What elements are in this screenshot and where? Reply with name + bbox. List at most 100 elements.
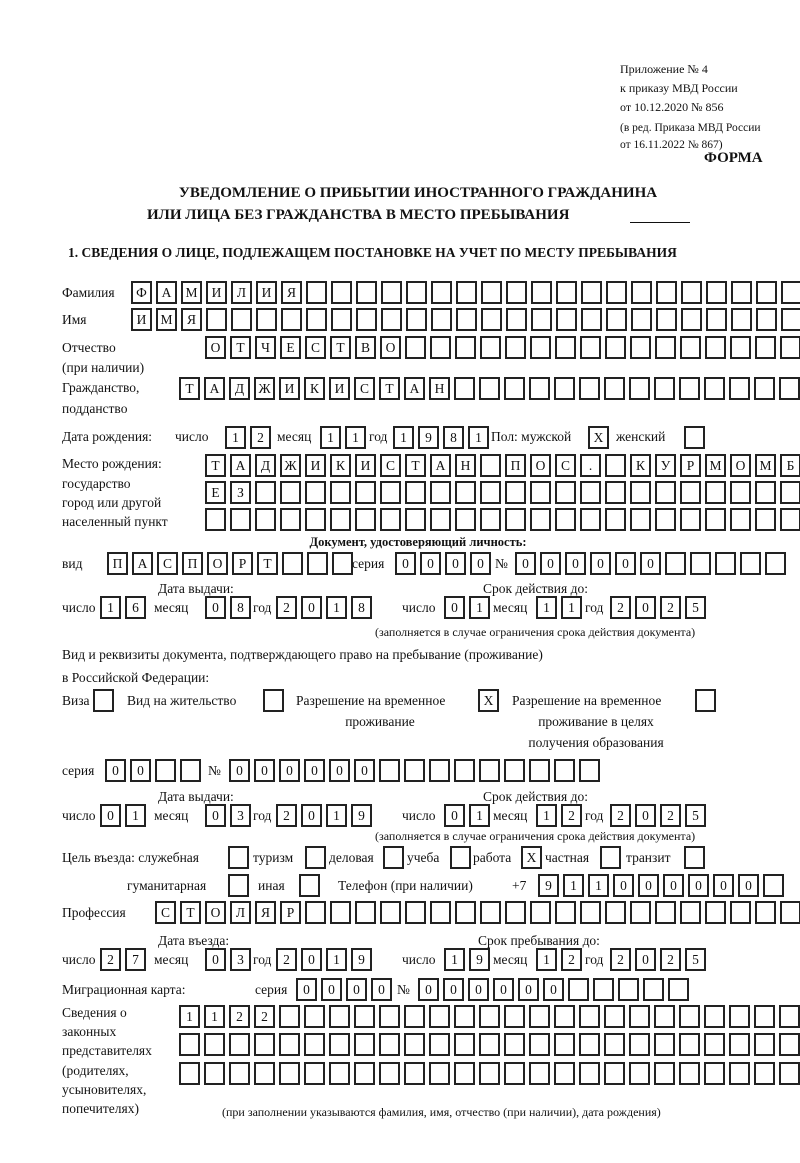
char-cell[interactable] — [481, 281, 502, 304]
char-cell[interactable]: 0 — [543, 978, 564, 1001]
char-cell[interactable]: 1 — [320, 426, 341, 449]
char-cell[interactable] — [630, 336, 651, 359]
char-cell[interactable]: В — [355, 336, 376, 359]
char-cell[interactable] — [656, 308, 677, 331]
char-cell[interactable] — [454, 1033, 475, 1056]
char-cell[interactable] — [529, 1005, 550, 1028]
char-cell[interactable] — [555, 508, 576, 531]
char-cell[interactable] — [506, 281, 527, 304]
char-cell[interactable]: 2 — [610, 804, 631, 827]
char-cell[interactable]: 0 — [444, 804, 465, 827]
char-cell[interactable] — [680, 901, 701, 924]
char-cell[interactable]: 2 — [276, 948, 297, 971]
char-cell[interactable]: 0 — [590, 552, 611, 575]
char-cell[interactable] — [715, 552, 736, 575]
char-cell[interactable]: Е — [280, 336, 301, 359]
char-cell[interactable] — [404, 1033, 425, 1056]
purpose-humanitarian-checkbox[interactable] — [228, 874, 253, 897]
char-cell[interactable] — [204, 1033, 225, 1056]
char-cell[interactable] — [581, 281, 602, 304]
char-cell[interactable]: 0 — [635, 804, 656, 827]
char-cell[interactable] — [455, 901, 476, 924]
char-cell[interactable]: А — [430, 454, 451, 477]
trp-edu-checkbox[interactable] — [695, 689, 720, 712]
purpose-work-checkbox[interactable]: X — [521, 846, 546, 869]
char-cell[interactable] — [580, 901, 601, 924]
char-cell[interactable]: С — [380, 454, 401, 477]
char-cell[interactable] — [731, 308, 752, 331]
char-cell[interactable]: 9 — [351, 948, 372, 971]
char-cell[interactable]: Т — [179, 377, 200, 400]
char-cell[interactable] — [380, 901, 401, 924]
char-cell[interactable]: А — [404, 377, 425, 400]
char-cell[interactable] — [555, 901, 576, 924]
char-cell[interactable] — [354, 1062, 375, 1085]
char-cell[interactable] — [554, 759, 575, 782]
char-cell[interactable] — [704, 1062, 725, 1085]
char-cell[interactable]: О — [205, 336, 226, 359]
char-cell[interactable]: С — [555, 454, 576, 477]
char-cell[interactable] — [604, 377, 625, 400]
char-cell[interactable] — [230, 508, 251, 531]
char-cell[interactable] — [781, 308, 800, 331]
char-cell[interactable] — [279, 1062, 300, 1085]
char-cell[interactable] — [330, 481, 351, 504]
char-cell[interactable]: 1 — [536, 804, 557, 827]
char-cell[interactable]: Т — [230, 336, 251, 359]
char-cell[interactable] — [379, 759, 400, 782]
char-cell[interactable] — [654, 377, 675, 400]
char-cell[interactable]: 1 — [588, 874, 609, 897]
char-cell[interactable] — [705, 508, 726, 531]
char-cell[interactable]: Р — [280, 901, 301, 924]
char-cell[interactable]: Т — [330, 336, 351, 359]
char-cell[interactable]: 9 — [538, 874, 559, 897]
char-cell[interactable] — [479, 1062, 500, 1085]
char-cell[interactable] — [331, 281, 352, 304]
char-cell[interactable]: 0 — [205, 948, 226, 971]
char-cell[interactable] — [455, 336, 476, 359]
purpose-study-checkbox[interactable] — [450, 846, 475, 869]
char-cell[interactable] — [630, 508, 651, 531]
purpose-transit-checkbox[interactable] — [684, 846, 709, 869]
char-cell[interactable]: О — [730, 454, 751, 477]
char-cell[interactable] — [730, 508, 751, 531]
char-cell[interactable] — [404, 1005, 425, 1028]
char-cell[interactable] — [655, 508, 676, 531]
char-cell[interactable]: К — [304, 377, 325, 400]
char-cell[interactable] — [379, 1033, 400, 1056]
char-cell[interactable] — [763, 874, 784, 897]
char-cell[interactable]: 2 — [250, 426, 271, 449]
char-cell[interactable] — [579, 1062, 600, 1085]
char-cell[interactable] — [754, 1062, 775, 1085]
char-cell[interactable] — [704, 1033, 725, 1056]
purpose-other-checkbox[interactable] — [299, 874, 324, 897]
char-cell[interactable] — [643, 978, 664, 1001]
char-cell[interactable] — [455, 508, 476, 531]
char-cell[interactable] — [304, 1005, 325, 1028]
char-cell[interactable] — [756, 308, 777, 331]
char-cell[interactable]: А — [204, 377, 225, 400]
char-cell[interactable]: А — [156, 281, 177, 304]
checkbox-cell[interactable] — [228, 874, 249, 897]
char-cell[interactable] — [529, 1033, 550, 1056]
char-cell[interactable]: 0 — [663, 874, 684, 897]
char-cell[interactable] — [729, 1033, 750, 1056]
char-cell[interactable]: Я — [255, 901, 276, 924]
char-cell[interactable] — [354, 1033, 375, 1056]
representatives-line-3[interactable] — [179, 1062, 800, 1085]
char-cell[interactable]: Я — [181, 308, 202, 331]
char-cell[interactable] — [481, 308, 502, 331]
char-cell[interactable]: Ф — [131, 281, 152, 304]
char-cell[interactable] — [681, 281, 702, 304]
char-cell[interactable]: Т — [205, 454, 226, 477]
char-cell[interactable]: К — [330, 454, 351, 477]
char-cell[interactable]: Я — [281, 281, 302, 304]
